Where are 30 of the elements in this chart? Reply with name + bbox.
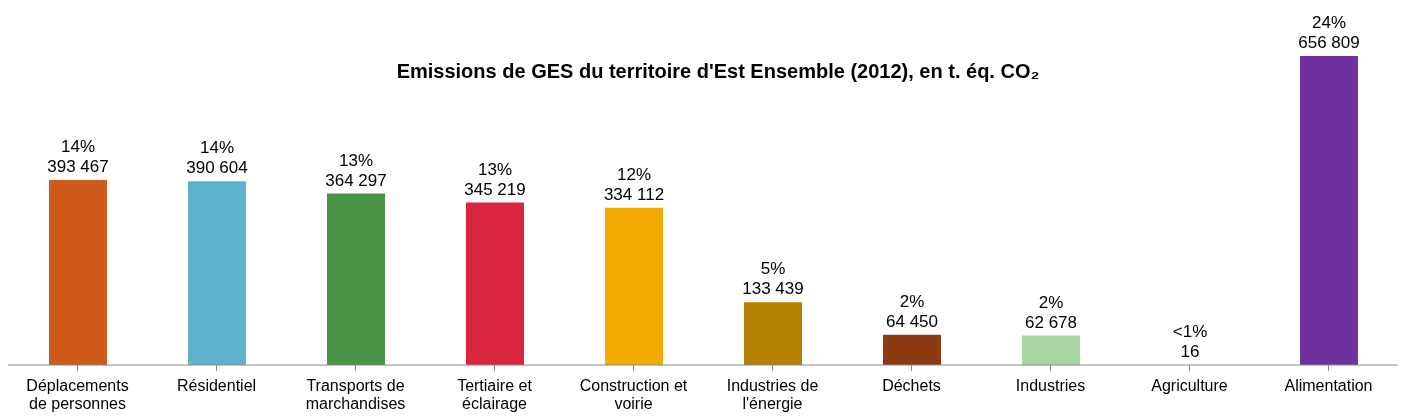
x-tick-label: Déchets (882, 377, 941, 394)
data-label: 13% 364 297 (325, 150, 387, 190)
data-label: 5% 133 439 (742, 259, 804, 299)
x-tick-label: Résidentiel (176, 377, 257, 394)
data-label: 2% 62 678 (1025, 292, 1077, 332)
data-label: 24% 656 809 (1298, 13, 1360, 52)
x-tick-label: Alimentation (1284, 377, 1373, 394)
x-tick-label: Tertiaire et éclairage (457, 377, 533, 412)
x-tick-label: Industries de l'énergie (726, 377, 819, 412)
bar (744, 302, 802, 365)
data-label: 14% 393 467 (47, 136, 109, 176)
x-tick-label: Transports de marchandises (305, 377, 406, 412)
bar (49, 179, 107, 365)
x-tick-label: Industries (1015, 377, 1086, 394)
x-tick-label: Construction et voirie (579, 377, 688, 412)
data-label: 12% 334 112 (603, 164, 665, 204)
bar (605, 207, 663, 365)
bar (327, 193, 385, 365)
x-tick-label: Agriculture (1151, 377, 1228, 394)
data-label: <1% 16 (1172, 321, 1208, 361)
x-tick-label: Déplacements de personnes (26, 377, 129, 412)
data-label: 14% 390 604 (186, 138, 248, 178)
data-label: 13% 345 219 (464, 159, 526, 199)
bar (1300, 56, 1358, 365)
bar (1022, 335, 1080, 365)
bar (188, 181, 246, 365)
chart-title: Emissions de GES du territoire d'Est Ensemble (2012), en t. éq. CO₂ (395, 60, 1041, 83)
bar (883, 334, 941, 365)
data-label: 2% 64 450 (886, 291, 938, 331)
bar (466, 202, 524, 365)
